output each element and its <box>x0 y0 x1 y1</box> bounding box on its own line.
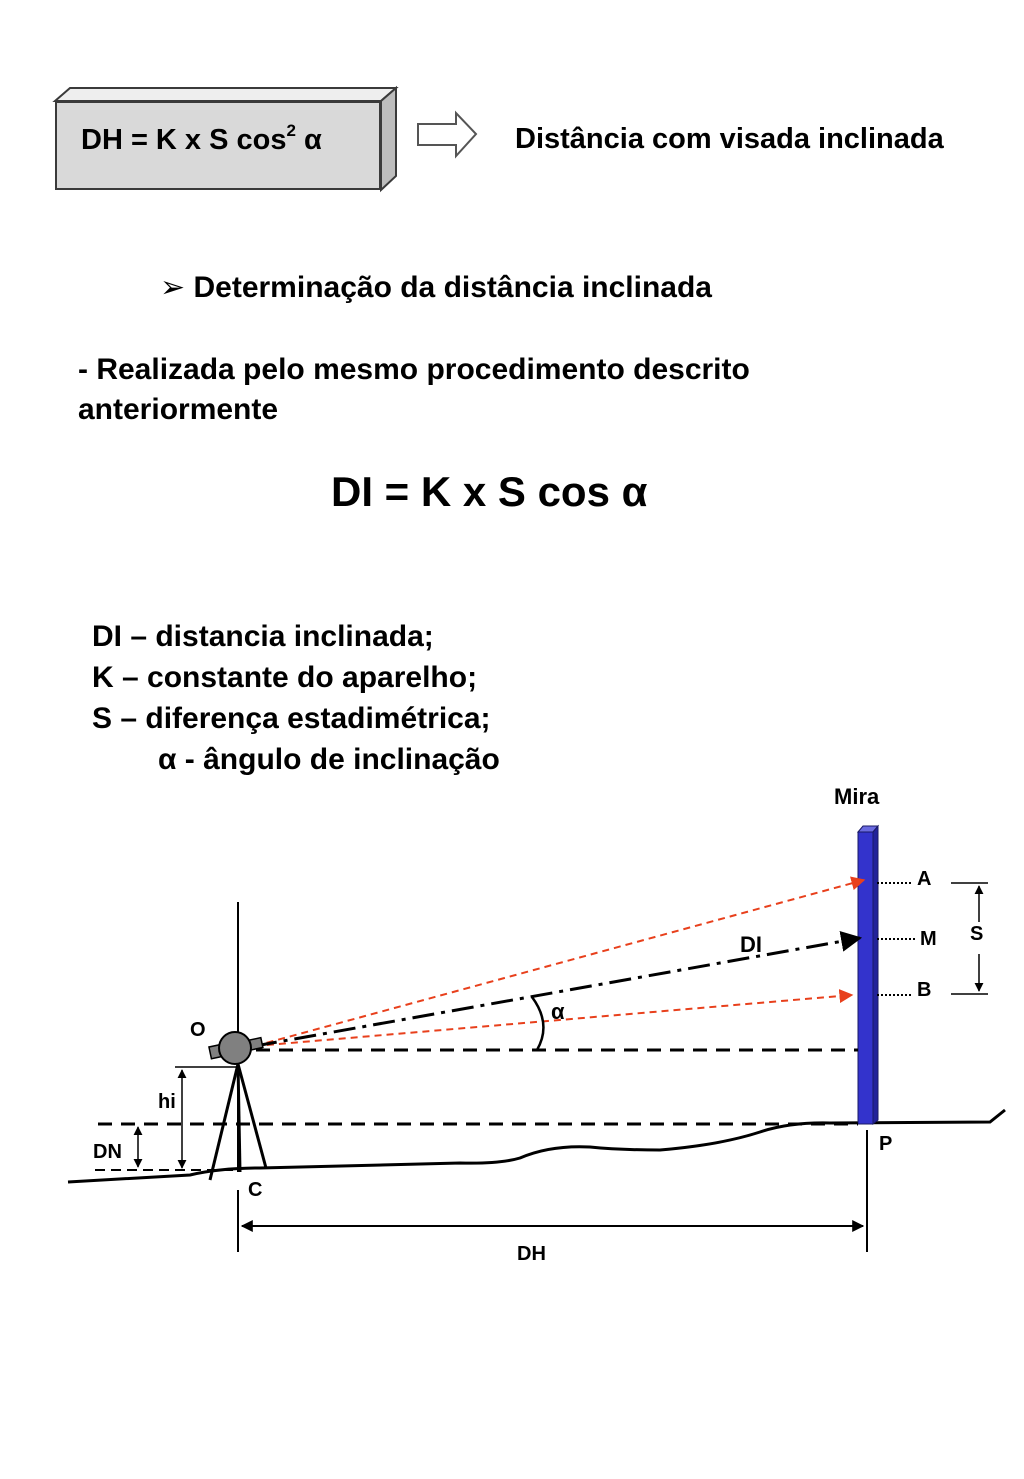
di-line <box>254 930 863 1048</box>
label-p: P <box>879 1133 892 1155</box>
formula-dh-symbol: α <box>304 124 322 156</box>
formula-box-3d <box>52 85 399 193</box>
label-alpha: α <box>551 999 565 1024</box>
label-dn: DN <box>93 1141 122 1163</box>
mira-staff <box>856 824 880 1126</box>
label-a: A <box>917 868 931 890</box>
paragraph-line-1: - Realizada pelo mesmo procedimento desc… <box>78 353 750 386</box>
arrowhead-bullet-icon: ➢ <box>160 271 186 304</box>
heading-text: Determinação da distância inclinada <box>193 271 712 304</box>
label-b: B <box>917 979 931 1001</box>
legend-s: S – diferença estadimétrica; <box>92 702 491 735</box>
alpha-arc <box>530 996 545 1051</box>
formula-di: DI = K x S cos α <box>331 468 648 515</box>
label-hi: hi <box>158 1091 176 1113</box>
label-o: O <box>190 1019 206 1041</box>
description-paragraph: - Realizada pelo mesmo procedimento desc… <box>78 350 978 430</box>
caption-visada-inclinada: Distância com visada inclinada <box>515 123 944 155</box>
paragraph-line-2: anteriormente <box>78 393 279 426</box>
formula-dh-exponent: 2 <box>286 121 296 140</box>
legend-k: K – constante do aparelho; <box>92 661 478 694</box>
sight-line-a <box>254 876 866 1047</box>
label-m: M <box>920 928 937 950</box>
label-c: C <box>248 1179 262 1201</box>
section-heading: ➢ Determinação da distância inclinada <box>160 270 712 305</box>
formula-dh-text: DH = K x S cos <box>81 124 287 156</box>
sight-line-b <box>254 989 854 1047</box>
legend-alpha: α - ângulo de inclinação <box>158 743 500 776</box>
theodolite-instrument <box>208 1031 264 1065</box>
formula-dh: DH = K x S cos2 α <box>81 121 322 157</box>
legend: DI – distancia inclinada; K – constante … <box>92 616 500 780</box>
formula-box <box>55 101 381 190</box>
label-di: DI <box>740 932 762 957</box>
label-mira: Mira <box>834 784 880 809</box>
legend-di: DI – distancia inclinada; <box>92 620 434 653</box>
label-s: S <box>970 923 983 945</box>
tripod <box>208 1063 268 1181</box>
right-arrow-icon <box>417 110 478 159</box>
ground-line <box>67 1108 1006 1184</box>
label-dh: DH <box>517 1243 546 1265</box>
stadia-diagram: Mira A M B S DI α O hi DN C P <box>67 784 1006 1265</box>
